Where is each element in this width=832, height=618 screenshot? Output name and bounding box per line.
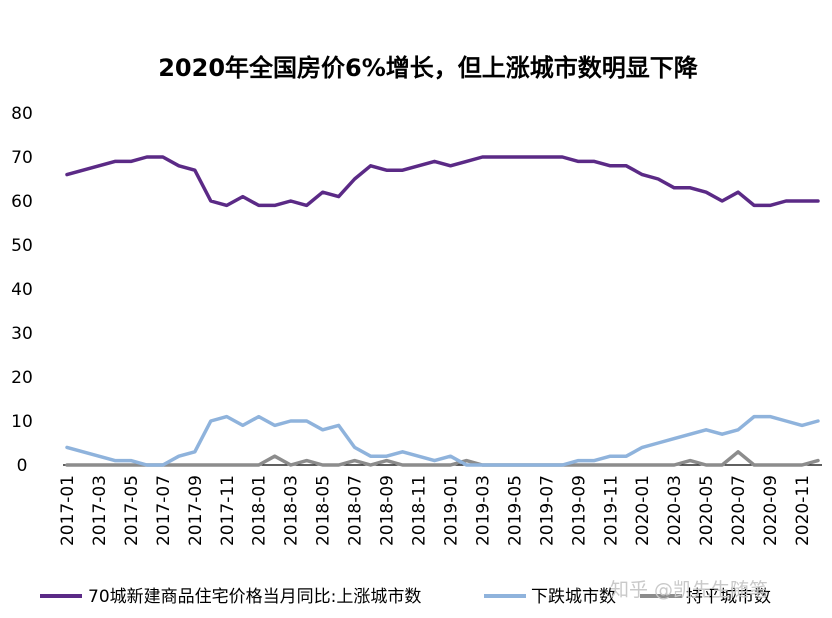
y-tick-label: 10 [11,412,33,432]
x-tick-label: 2017-11 [218,475,238,546]
series-line-1 [65,155,820,208]
legend-label-3: 持平城市数 [686,587,771,607]
x-tick-label: 2017-03 [90,475,110,546]
y-tick-label: 80 [11,104,33,124]
y-tick-label: 40 [11,280,33,300]
x-tick-label: 2018-05 [314,475,334,546]
x-tick-label: 2020-01 [633,475,653,546]
x-tick-label: 2020-05 [697,475,717,546]
series-line-3 [65,450,820,467]
legend-label-2: 下跌城市数 [531,587,616,607]
x-tick-label: 2019-11 [601,475,621,546]
x-tick-label: 2019-01 [441,475,461,546]
x-tick-label: 2018-09 [378,475,398,546]
series-lines [65,155,820,467]
y-tick-label: 30 [11,324,33,344]
x-tick-label: 2020-07 [729,475,749,546]
x-tick-label: 2018-11 [410,475,430,546]
x-tick-label: 2018-07 [346,475,366,546]
y-tick-label: 50 [11,236,33,256]
x-tick-label: 2020-09 [761,475,781,546]
x-tick-label: 2018-03 [282,475,302,546]
y-tick-label: 70 [11,148,33,168]
legend: 70城新建商品住宅价格当月同比:上涨城市数 下跌城市数 持平城市数 [40,587,771,607]
x-tick-label: 2017-07 [154,475,174,546]
y-axis: 0 10 20 30 40 50 60 70 80 [11,104,33,476]
y-tick-label: 60 [11,192,33,212]
x-tick-label: 2020-11 [793,475,813,546]
x-tick-label: 2017-09 [186,475,206,546]
x-tick-label: 2017-05 [122,475,142,546]
x-tick-label: 2019-03 [473,475,493,546]
x-tick-label: 2017-01 [58,475,78,546]
y-tick-label: 0 [17,456,28,476]
series-line-2 [65,414,820,467]
watermark-text: 知乎 @凯先生随笔 [610,579,768,601]
x-tick-label: 2019-09 [569,475,589,546]
x-tick-label: 2019-05 [505,475,525,546]
y-tick-label: 20 [11,368,33,388]
x-tick-label: 2018-01 [250,475,270,546]
x-axis: 2017-01 2017-03 2017-05 2017-07 2017-09 2017-… [58,464,822,546]
x-tick-label: 2019-07 [537,475,557,546]
legend-label-1: 70城新建商品住宅价格当月同比:上涨城市数 [88,587,421,607]
x-tick-label: 2020-03 [665,475,685,546]
chart-title: 2020年全国房价6%增长，但上涨城市数明显下降 [158,54,699,82]
